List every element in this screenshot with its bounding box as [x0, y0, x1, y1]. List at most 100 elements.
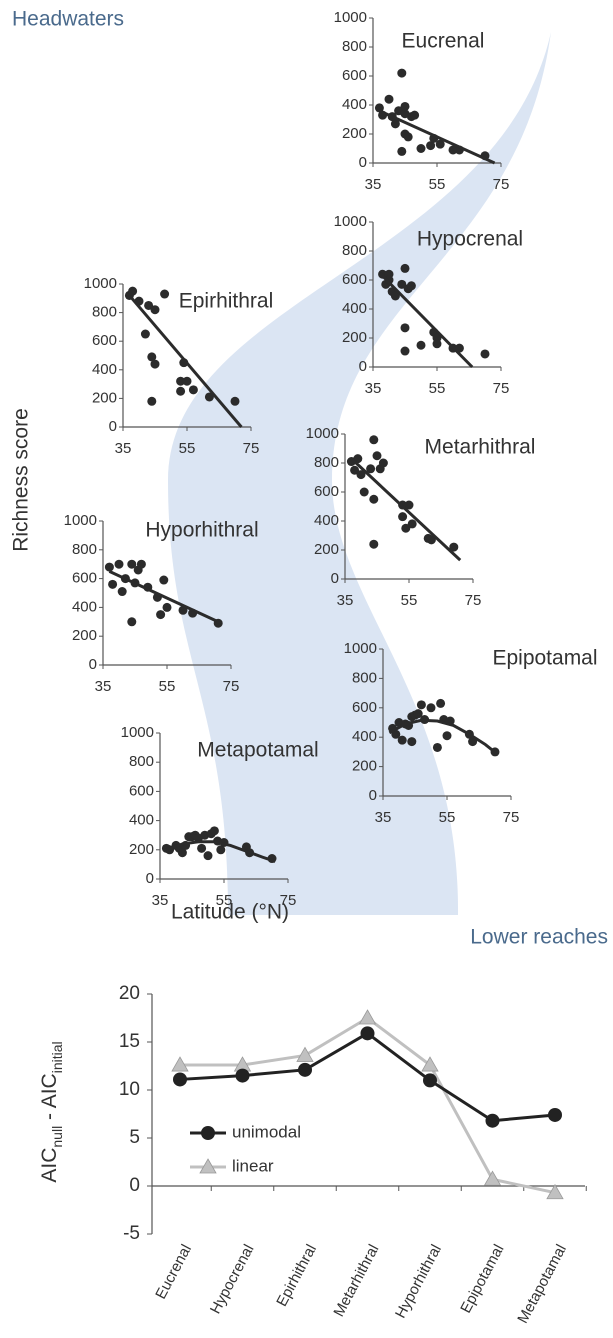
y-tick-label: 10	[119, 1079, 140, 1100]
x-tick-label: 55	[439, 809, 456, 826]
y-tick-label: 0	[129, 1175, 140, 1196]
data-point	[435, 139, 445, 149]
data-point	[160, 289, 170, 299]
y-tick-label: 1000	[306, 425, 339, 442]
data-point	[397, 279, 407, 289]
data-point	[426, 141, 436, 151]
data-point	[188, 385, 198, 395]
y-tick-label: 200	[314, 541, 339, 558]
legend-label: linear	[232, 1156, 274, 1175]
x-tick-label: 55	[429, 176, 446, 193]
x-tick-label: Epipotamal	[457, 1242, 507, 1316]
y-tick-label: 600	[92, 332, 117, 349]
data-point	[140, 329, 150, 339]
data-point	[400, 263, 410, 273]
y-tick-label: 200	[129, 841, 154, 858]
y-label-part: null	[49, 1126, 65, 1148]
y-tick-label: 800	[129, 753, 154, 770]
data-point	[369, 435, 379, 445]
marker	[171, 1056, 189, 1072]
data-point	[403, 132, 413, 142]
data-point	[216, 845, 226, 855]
data-point	[369, 494, 379, 504]
marker	[546, 1183, 564, 1200]
y-tick-label: 0	[359, 358, 367, 375]
x-tick-label: 35	[365, 176, 382, 193]
data-point	[436, 698, 446, 708]
data-point	[397, 68, 407, 78]
data-point	[209, 826, 219, 836]
marker	[360, 1026, 375, 1041]
data-point	[150, 305, 160, 315]
data-point	[406, 281, 416, 291]
data-point	[401, 523, 411, 533]
y-tick-label: 400	[72, 598, 97, 615]
panel-title: Epipotamal	[492, 647, 597, 670]
headwaters-label: Headwaters	[12, 8, 124, 31]
data-point	[127, 559, 137, 569]
data-point	[416, 144, 426, 153]
y-label-part: initial	[49, 1041, 65, 1073]
x-tick-label: 75	[493, 380, 510, 397]
trend-line	[108, 570, 223, 625]
marker	[358, 1009, 377, 1025]
x-tick-label: 75	[280, 892, 297, 909]
data-point	[177, 848, 187, 858]
trend-line	[388, 718, 500, 757]
data-point	[407, 519, 417, 529]
data-point	[407, 737, 417, 747]
panel-title: Metarhithral	[425, 436, 536, 459]
data-point	[144, 300, 154, 310]
y-tick-label: 200	[342, 125, 367, 142]
x-tick-label: 75	[503, 809, 520, 826]
y-tick-label: 600	[352, 699, 377, 716]
panel-title: Metapotamal	[197, 739, 318, 762]
data-point	[397, 146, 407, 156]
y-tick-label: 600	[129, 782, 154, 799]
x-tick-label: 75	[465, 592, 482, 609]
data-point	[182, 376, 192, 386]
data-point	[378, 458, 388, 468]
y-tick-label: 400	[352, 728, 377, 745]
data-point	[204, 392, 214, 402]
data-point	[350, 465, 360, 475]
data-point	[384, 94, 394, 104]
panel-title: Eucrenal	[402, 30, 485, 53]
data-point	[366, 464, 376, 474]
x-tick-label: 75	[493, 176, 510, 193]
x-tick-label: 35	[375, 809, 392, 826]
x-tick-label: Epirhithral	[273, 1242, 320, 1310]
x-tick-label: Hypocrenal	[207, 1242, 258, 1317]
data-point	[400, 346, 410, 356]
y-tick-label: 5	[129, 1127, 140, 1148]
x-tick-label: 35	[115, 440, 132, 457]
data-point	[397, 735, 407, 745]
data-point	[147, 396, 157, 406]
gradient-ribbon	[168, 32, 551, 915]
y-tick-label: 400	[342, 96, 367, 113]
data-point	[150, 359, 160, 369]
y-tick-label: 800	[352, 669, 377, 686]
y-axis-label: Richness score	[10, 408, 33, 552]
y-tick-label: 1000	[121, 724, 154, 741]
data-point	[400, 109, 410, 119]
y-tick-label: 200	[92, 389, 117, 406]
x-tick-label: 55	[429, 380, 446, 397]
data-point	[432, 742, 442, 752]
data-point	[108, 579, 118, 589]
y-tick-label: 20	[119, 983, 140, 1004]
x-tick-label: Hyporhithral	[392, 1242, 445, 1321]
data-point	[197, 843, 207, 853]
data-point	[176, 386, 186, 396]
data-point	[159, 575, 169, 585]
data-point	[426, 703, 436, 713]
marker	[235, 1068, 250, 1083]
panel-title: Epirhithral	[179, 290, 274, 313]
marker	[201, 1126, 215, 1140]
y-tick-label: 0	[359, 154, 367, 171]
marker	[199, 1158, 217, 1174]
y-tick-label: 1000	[84, 275, 117, 292]
y-tick-label: 800	[314, 454, 339, 471]
data-point	[426, 535, 436, 545]
